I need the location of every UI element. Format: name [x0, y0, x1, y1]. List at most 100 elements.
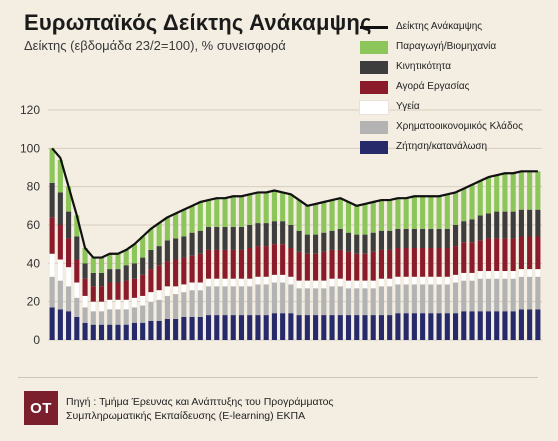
legend-label: Υγεία: [396, 101, 420, 112]
bar-segment: [214, 286, 220, 316]
chart-title: Ευρωπαϊκός Δείκτης Ανάκαμψης: [24, 10, 372, 35]
bar-segment: [436, 284, 442, 314]
bar-segment: [304, 253, 310, 281]
bar-segment: [115, 253, 121, 270]
bar-segment: [82, 263, 88, 279]
bar-segment: [140, 305, 146, 323]
bar-segment: [271, 274, 278, 283]
bar-segment: [247, 248, 253, 279]
bar-segment: [74, 282, 80, 298]
bar-segment: [395, 284, 401, 314]
bar-segment: [280, 221, 286, 245]
bar-segment: [247, 286, 253, 316]
bar-segment: [535, 309, 541, 340]
bar-segment: [115, 282, 121, 300]
bar-segment: [395, 228, 401, 248]
bar-segment: [354, 205, 360, 235]
bar-segment: [107, 282, 113, 300]
y-tick-label: 20: [27, 295, 41, 309]
bar-segment: [98, 301, 105, 312]
bar-segment: [247, 278, 253, 287]
bar-segment: [74, 236, 80, 260]
bar-segment: [535, 276, 541, 310]
bar-segment: [345, 288, 352, 316]
bar-segment: [312, 280, 319, 289]
bar-segment: [527, 171, 533, 210]
bar-segment: [271, 221, 277, 245]
legend-label: Δείκτης Ανάκαμψης: [396, 21, 483, 32]
bar-segment: [66, 186, 72, 212]
bar-segment: [386, 278, 393, 287]
bar-segment: [74, 259, 80, 283]
bar-segment: [296, 251, 302, 281]
legend-item: Υγεία: [359, 100, 550, 116]
bar-segment: [247, 225, 253, 248]
bar-segment: [222, 315, 228, 340]
bar-segment: [428, 313, 434, 340]
bar-segment: [304, 288, 310, 316]
bar-segment: [230, 278, 236, 287]
bar-segment: [494, 278, 500, 312]
bar-segment: [321, 251, 327, 281]
legend-label: Ζήτηση/κατανάλωση: [396, 141, 488, 152]
bar-segment: [123, 309, 129, 325]
bar-segment: [452, 225, 459, 247]
source-note: Πηγή : Τμήμα Έρευνας και Ανάπτυξης του Π…: [66, 395, 333, 423]
bar-segment: [123, 265, 129, 281]
bar-segment: [527, 309, 533, 340]
bar-segment: [164, 261, 170, 287]
y-tick-label: 100: [20, 141, 40, 155]
bar-segment: [436, 196, 442, 229]
bar-segment: [131, 307, 138, 323]
bar-segment: [247, 194, 253, 225]
bar-segment: [337, 278, 343, 287]
bar-segment: [296, 288, 302, 316]
bar-segment: [469, 242, 475, 273]
bar-segment: [526, 268, 533, 277]
bar-segment: [49, 148, 55, 183]
bar-segment: [345, 251, 352, 281]
bar-segment: [502, 173, 508, 212]
bar-segment: [123, 299, 129, 310]
bar-segment: [66, 311, 72, 340]
bar-segment: [535, 268, 541, 277]
bar-segment: [452, 274, 459, 283]
bar-segment: [444, 248, 450, 277]
bar-segment: [181, 284, 187, 293]
bar-segment: [57, 309, 63, 340]
bar-segment: [255, 276, 261, 285]
bar-segment: [230, 196, 236, 227]
bar-segment: [378, 315, 385, 340]
bar-segment: [74, 297, 80, 317]
bar-segment: [238, 315, 245, 340]
bar-segment: [403, 276, 409, 285]
bar-segment: [49, 307, 55, 340]
bar-segment: [189, 290, 195, 317]
bar-segment: [411, 276, 418, 285]
bar-segment: [98, 257, 105, 273]
bar-segment: [247, 315, 253, 340]
bar-segment: [263, 276, 269, 285]
bar-segment: [436, 248, 442, 277]
bar-segment: [387, 230, 393, 250]
bar-segment: [214, 198, 220, 227]
bar-segment: [123, 249, 129, 266]
source-line-1: Πηγή : Τμήμα Έρευνας και Ανάπτυξης του Π…: [66, 396, 334, 408]
bar-segment: [411, 284, 417, 314]
bar-segment: [82, 278, 88, 296]
bar-segment: [172, 286, 179, 295]
legend-item: Κινητικότητα: [360, 60, 550, 76]
bar-segment: [255, 223, 261, 247]
bar-segment: [222, 226, 228, 250]
legend-swatch: [360, 121, 388, 134]
bar-segment: [107, 324, 113, 340]
bar-segment: [205, 315, 212, 340]
bar-segment: [354, 288, 360, 316]
bar-segment: [535, 236, 541, 270]
bar-segment: [494, 175, 500, 212]
bar-segment: [131, 297, 138, 308]
bar-segment: [49, 182, 55, 218]
bar-segment: [419, 276, 426, 285]
bar-segment: [214, 226, 220, 250]
bar-segment: [527, 236, 533, 270]
